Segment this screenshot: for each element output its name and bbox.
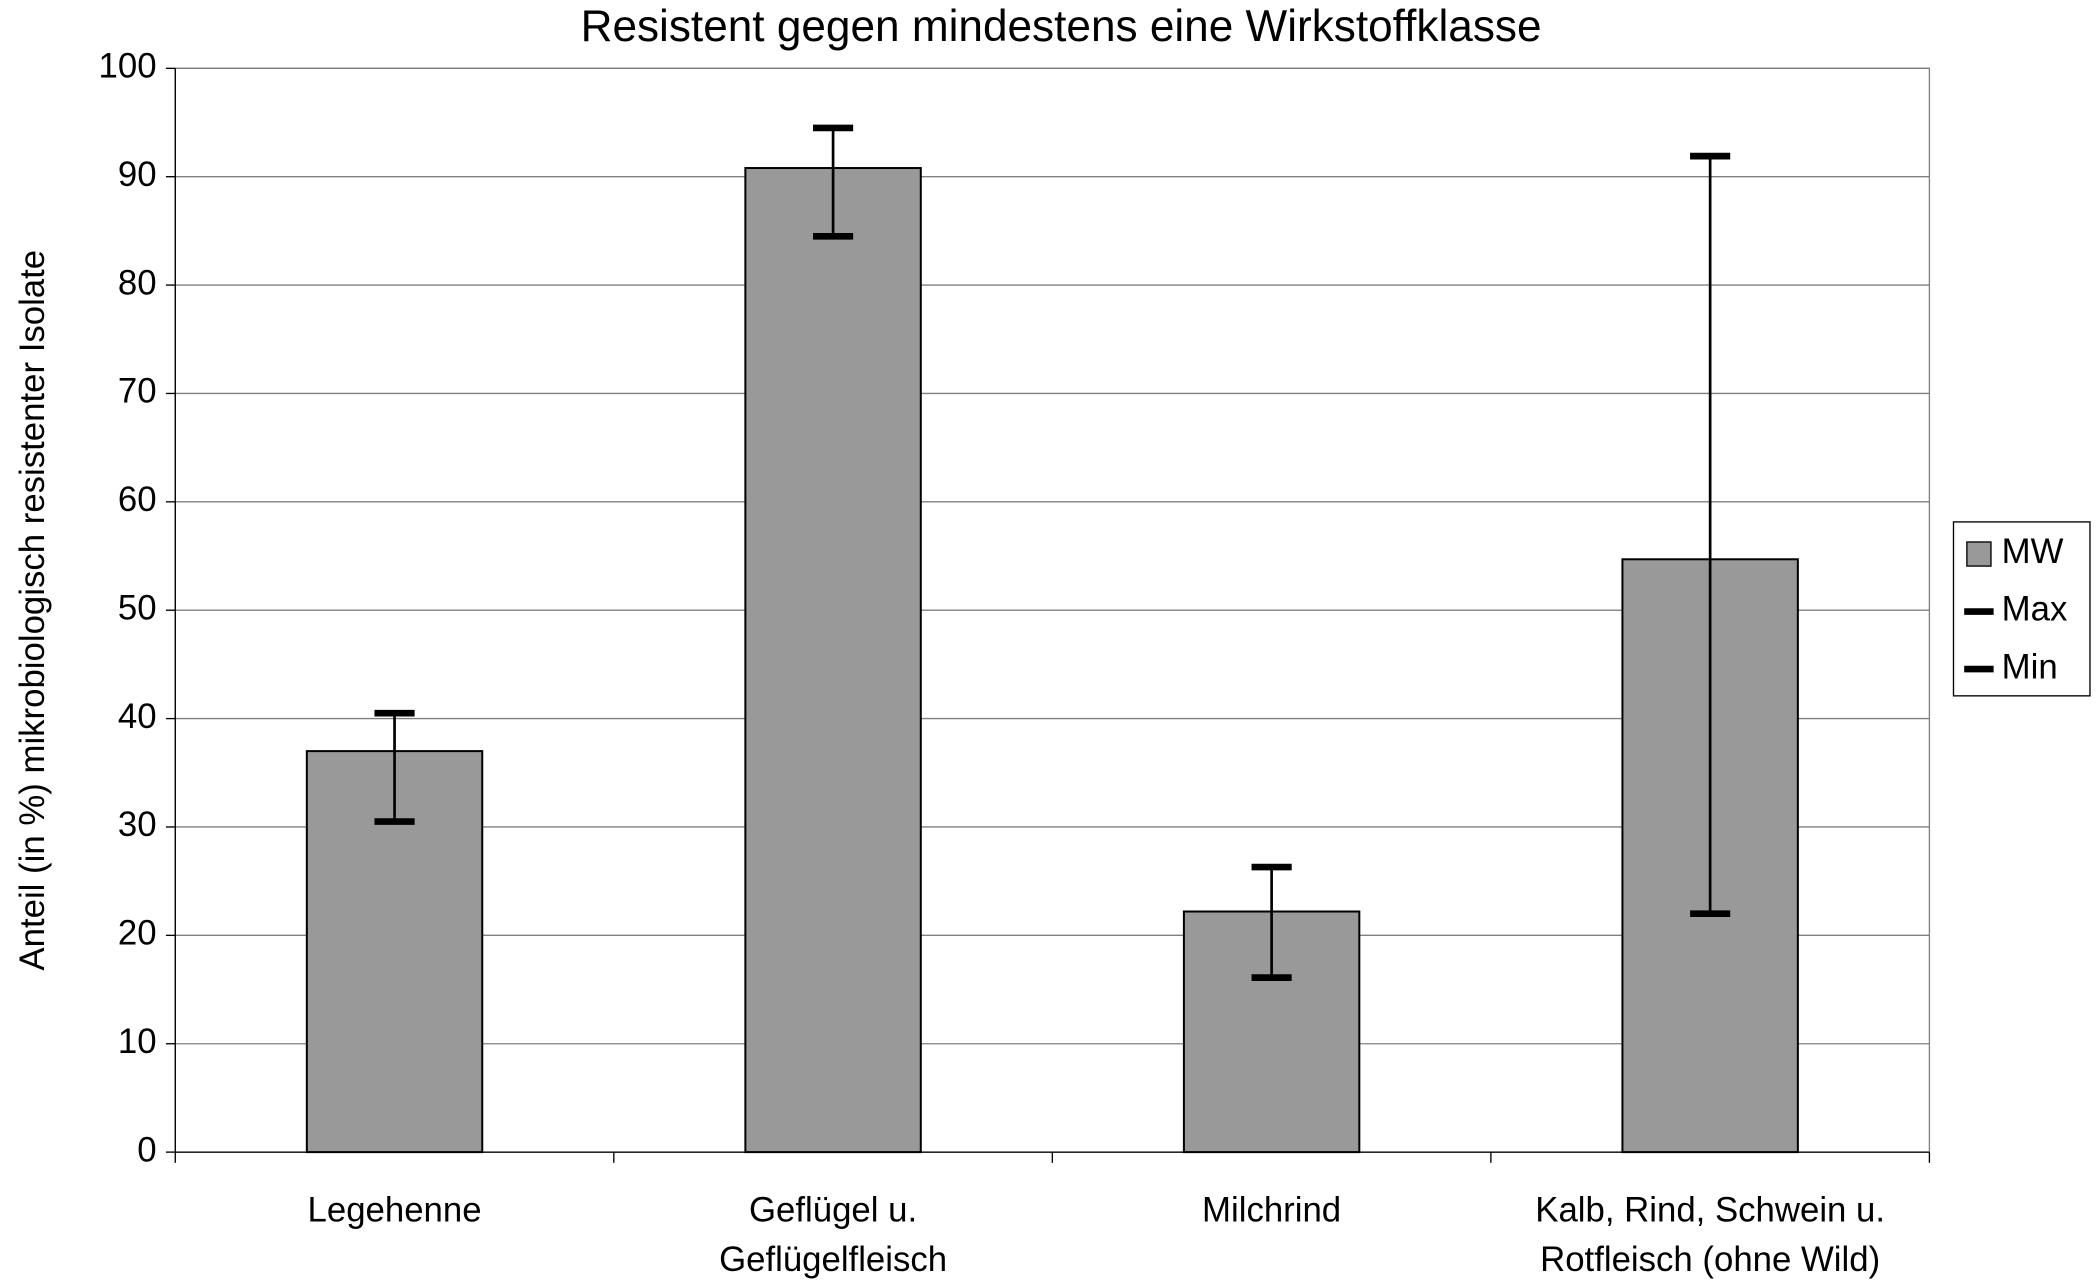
x-tick-label: Geflügel u. — [749, 1192, 917, 1230]
y-tick-label: 100 — [99, 48, 157, 86]
y-tick-label: 70 — [118, 373, 157, 411]
x-tick-label: Rotfleisch (ohne Wild) — [1540, 1241, 1880, 1279]
y-tick-label: 10 — [118, 1023, 157, 1061]
y-tick-label: 40 — [118, 698, 157, 736]
y-tick-label: 90 — [118, 156, 157, 194]
x-tick-label: Kalb, Rind, Schwein u. — [1535, 1192, 1885, 1230]
y-tick-label: 60 — [118, 481, 157, 519]
legend-label: Max — [2002, 591, 2068, 629]
x-tick-label: Milchrind — [1202, 1192, 1341, 1230]
y-tick-label: 80 — [118, 264, 157, 302]
x-tick-label: Legehenne — [308, 1192, 482, 1230]
y-tick-label: 20 — [118, 915, 157, 953]
y-axis-label: Anteil (in %) mikrobiologisch resistente… — [14, 250, 52, 971]
legend-label: Min — [2002, 648, 2058, 686]
y-tick-label: 0 — [137, 1131, 156, 1169]
chart-title: Resistent gegen mindestens eine Wirkstof… — [581, 2, 1542, 51]
y-tick-label: 50 — [118, 589, 157, 627]
x-tick-label: Geflügelfleisch — [719, 1241, 947, 1279]
bar — [744, 167, 922, 1154]
legend-label: MW — [2002, 533, 2064, 571]
y-tick-label: 30 — [118, 806, 157, 844]
legend-swatch — [1966, 541, 1992, 567]
